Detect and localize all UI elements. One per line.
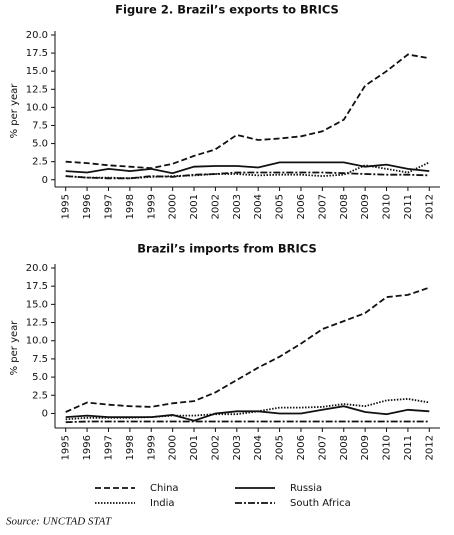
x-tick-label: 2005 xyxy=(275,435,286,460)
y-tick-label: 7.5 xyxy=(32,120,48,131)
series-line xyxy=(65,171,430,180)
x-tick-label: 2000 xyxy=(168,194,179,219)
y-tick-label: 17.5 xyxy=(26,48,48,59)
series-line xyxy=(65,420,430,424)
x-tick-label: 2004 xyxy=(253,194,264,219)
x-tick-label: 2008 xyxy=(339,435,350,460)
x-tick-label: 2004 xyxy=(253,435,264,460)
y-tick-label: 20.0 xyxy=(26,30,48,41)
series-line xyxy=(65,161,430,175)
x-tick-label: 2007 xyxy=(317,435,328,460)
y-tick-label: 2.5 xyxy=(32,157,48,168)
legend-label: Russia xyxy=(290,483,322,494)
x-tick-label: 2001 xyxy=(189,435,200,460)
y-tick-label: 0 xyxy=(42,175,48,186)
x-tick-label: 2011 xyxy=(403,194,414,219)
y-tick-label: 17.5 xyxy=(26,281,48,292)
x-tick-label: 1997 xyxy=(103,194,114,219)
y-tick-label: 0 xyxy=(42,408,48,419)
x-tick-label: 2012 xyxy=(424,435,435,460)
x-tick-label: 2007 xyxy=(317,194,328,219)
x-tick-label: 2002 xyxy=(210,194,221,219)
x-tick-label: 2009 xyxy=(360,194,371,219)
series-line xyxy=(65,161,430,180)
x-tick-label: 2012 xyxy=(424,194,435,219)
y-tick-label: 20.0 xyxy=(26,263,48,274)
x-tick-label: 1999 xyxy=(146,194,157,219)
x-tick-label: 2000 xyxy=(168,435,179,460)
x-tick-label: 2003 xyxy=(232,435,243,460)
y-tick-label: 5.0 xyxy=(32,139,48,150)
series-line xyxy=(65,286,430,413)
series-line xyxy=(65,53,430,170)
x-tick-label: 1998 xyxy=(125,194,136,219)
x-tick-label: 2006 xyxy=(296,435,307,460)
x-tick-label: 2011 xyxy=(403,435,414,460)
y-tick-label: 12.5 xyxy=(26,84,48,95)
y-axis-label: % per year xyxy=(9,83,20,139)
legend-label: India xyxy=(150,498,175,509)
x-tick-label: 2009 xyxy=(360,435,371,460)
x-tick-label: 2002 xyxy=(210,435,221,460)
x-tick-label: 2003 xyxy=(232,194,243,219)
y-tick-label: 15.0 xyxy=(26,66,48,77)
chart-title: Figure 2. Brazil’s exports to BRICS xyxy=(115,3,339,17)
y-tick-label: 2.5 xyxy=(32,390,48,401)
x-tick-label: 1999 xyxy=(146,435,157,460)
y-tick-label: 7.5 xyxy=(32,354,48,365)
x-tick-label: 1996 xyxy=(82,435,93,460)
x-tick-label: 2008 xyxy=(339,194,350,219)
y-tick-label: 12.5 xyxy=(26,318,48,329)
x-tick-label: 2010 xyxy=(382,194,393,219)
x-tick-label: 1996 xyxy=(82,194,93,219)
chart-title: Brazil’s imports from BRICS xyxy=(137,242,316,256)
x-tick-label: 2006 xyxy=(296,194,307,219)
series-line xyxy=(65,397,430,421)
x-tick-label: 2010 xyxy=(382,435,393,460)
x-tick-label: 1995 xyxy=(61,194,72,219)
y-tick-label: 10.0 xyxy=(26,102,48,113)
y-tick-label: 10.0 xyxy=(26,336,48,347)
source-note: Source: UNCTAD STAT xyxy=(6,516,112,528)
x-tick-label: 1997 xyxy=(103,435,114,460)
x-tick-label: 2005 xyxy=(275,194,286,219)
legend-label: South Africa xyxy=(290,498,351,509)
x-tick-label: 1995 xyxy=(61,435,72,460)
x-tick-label: 1998 xyxy=(125,435,136,460)
y-tick-label: 5.0 xyxy=(32,372,48,383)
y-tick-label: 15.0 xyxy=(26,299,48,310)
x-tick-label: 2001 xyxy=(189,194,200,219)
legend-label: China xyxy=(150,483,179,494)
y-axis-label: % per year xyxy=(9,320,20,376)
